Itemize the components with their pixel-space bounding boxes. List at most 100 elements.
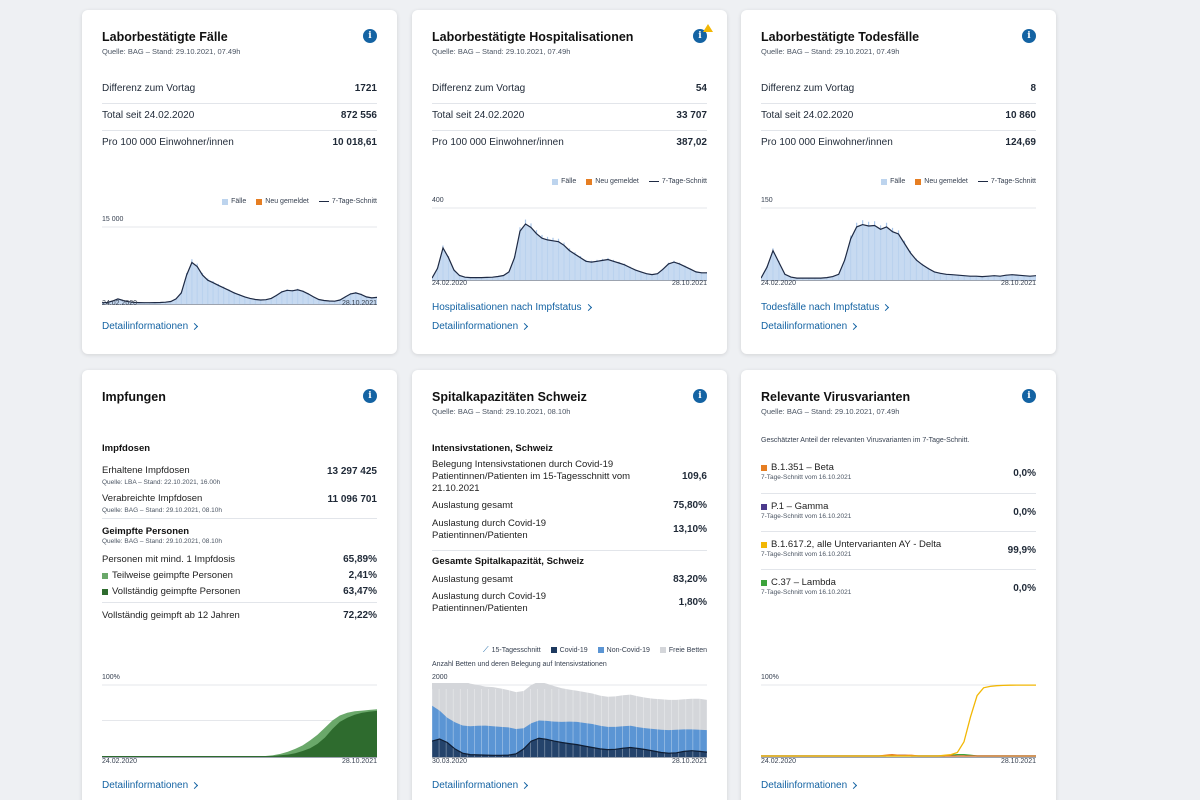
details-link[interactable]: Detailinformationen (761, 321, 858, 332)
divider (761, 569, 1036, 570)
stat-value: 2,41% (348, 570, 377, 581)
variant-sub: 7-Tage-Schnitt vom 16.10.2021 (761, 589, 852, 596)
stat-value: 63,47% (343, 586, 377, 597)
x-axis-start-label: 24.02.2020 (102, 300, 138, 307)
chart-caption: Anzahl Betten und deren Belegung auf Int… (432, 661, 607, 668)
legend-label: Non-Covid-19 (606, 646, 650, 654)
legend-swatch-icon (881, 178, 888, 185)
stat-label: Belegung Intensivstationen durch Covid-1… (432, 459, 631, 494)
variants-chart[interactable] (761, 683, 1036, 758)
chart-legend: Fälle Neu gemeldet 7-Tage-Schnitt (881, 178, 1036, 185)
stat-value: 124,69 (1005, 137, 1036, 148)
cases-chart[interactable] (102, 225, 377, 305)
section-source: Quelle: BAG – Stand: 29.10.2021, 08.10h (102, 538, 222, 545)
stat-row: Total seit 24.02.2020 33 707 (432, 110, 707, 121)
stat-row: Auslastung durch Covid-19 Patientinnen/P… (432, 518, 707, 542)
stat-row: Pro 100 000 Einwohner/innen 10 018,61 (102, 137, 377, 148)
legend-item[interactable]: Fälle (552, 178, 576, 185)
legend-swatch-icon (761, 541, 767, 548)
stat-value: 8 (1030, 83, 1036, 94)
legend-label: Neu gemeldet (924, 178, 968, 185)
info-icon[interactable]: i (693, 389, 707, 403)
details-link[interactable]: Detailinformationen (432, 780, 529, 791)
card-deaths: Laborbestätigte Todesfälle Quelle: BAG –… (741, 10, 1056, 354)
legend-item[interactable]: Covid-19 (550, 646, 588, 654)
card-source: Quelle: BAG – Stand: 29.10.2021, 08.10h (432, 407, 571, 416)
details-link[interactable]: Detailinformationen (761, 780, 858, 791)
legend-item[interactable]: Neu gemeldet (256, 198, 309, 205)
divider (432, 130, 707, 131)
x-axis-end-label: 28.10.2021 (671, 280, 707, 287)
stat-row: Auslastung gesamt 75,80% (432, 500, 707, 511)
delta-line (761, 684, 1036, 757)
vaccinations-chart[interactable] (102, 683, 377, 758)
legend-trend-icon: ⟋ (483, 645, 489, 654)
legend-item[interactable]: 7-Tage-Schnitt (648, 178, 707, 185)
stat-row: Total seit 24.02.2020 10 860 (761, 110, 1036, 121)
legend-label: 7-Tage-Schnitt (661, 178, 707, 185)
legend-item[interactable]: Fälle (222, 198, 246, 205)
card-source: Quelle: BAG – Stand: 29.10.2021, 07.49h (102, 47, 241, 56)
y-axis-max-label: 100% (102, 674, 120, 681)
deaths-chart[interactable] (761, 206, 1036, 281)
info-icon[interactable]: i (1022, 29, 1036, 43)
row-source: Quelle: BAG – Stand: 29.10.2021, 08.10h (102, 507, 222, 514)
card-variants: Relevante Virusvarianten Quelle: BAG – S… (741, 370, 1056, 800)
card-title: Laborbestätigte Hospitalisationen (432, 30, 634, 44)
seven-day-average-line (102, 261, 377, 304)
stat-value: 33 707 (676, 110, 707, 121)
stat-label: Differenz zum Vortag (761, 83, 855, 94)
row-label: Erhaltene Impfdosen (102, 465, 190, 476)
chart-legend: Fälle Neu gemeldet 7-Tage-Schnitt (552, 178, 707, 185)
legend-item[interactable]: Fälle (881, 178, 905, 185)
legend-item[interactable]: Neu gemeldet (586, 178, 639, 185)
hospitalisations-chart[interactable] (432, 206, 707, 281)
info-icon[interactable]: i (363, 29, 377, 43)
vaccination-status-link[interactable]: Todesfälle nach Impfstatus (761, 302, 890, 313)
legend-label: Fälle (231, 198, 247, 205)
variant-name: B.1.617.2, alle Untervarianten AY - Delt… (761, 539, 941, 550)
details-link[interactable]: Detailinformationen (102, 780, 199, 791)
info-icon[interactable]: i (693, 29, 707, 43)
legend-label: 7-Tage-Schnitt (990, 178, 1036, 185)
legend-label: Covid-19 (559, 646, 588, 654)
legend-item[interactable]: Non-Covid-19 (597, 646, 650, 654)
stat-value: 872 556 (340, 110, 377, 121)
legend-item[interactable]: ⟋ 15-Tagesschnitt (483, 645, 541, 655)
card-title: Spitalkapazitäten Schweiz (432, 390, 587, 404)
x-axis-end-label: 28.10.2021 (341, 758, 377, 765)
stat-row: Differenz zum Vortag 8 (761, 83, 1036, 94)
stat-value: 72,22% (343, 610, 377, 621)
doses-administered-row: Verabreichte Impfdosen Quelle: BAG – Stan… (102, 488, 377, 514)
legend-item[interactable]: 7-Tage-Schnitt (977, 178, 1036, 185)
legend-swatch-icon (597, 647, 604, 653)
y-axis-max-label: 2000 (432, 674, 448, 681)
stat-label: Auslastung durch Covid-19 Patientinnen/P… (432, 591, 547, 614)
icu-chart[interactable] (432, 683, 707, 758)
stat-row: Pro 100 000 Einwohner/innen 124,69 (761, 137, 1036, 148)
legend-item[interactable]: Freie Betten (659, 647, 707, 654)
details-link[interactable]: Detailinformationen (102, 321, 199, 332)
first-dose-area (102, 709, 377, 758)
info-icon[interactable]: i (363, 389, 377, 403)
details-link[interactable]: Detailinformationen (432, 321, 529, 332)
legend-swatch-icon (659, 647, 666, 653)
divider (761, 531, 1036, 532)
legend-item[interactable]: 7-Tage-Schnitt (318, 198, 377, 205)
card-cases: Laborbestätigte Fälle Quelle: BAG – Stan… (82, 10, 397, 354)
vaccination-status-link[interactable]: Hospitalisationen nach Impfstatus (432, 302, 592, 313)
card-title: Laborbestätigte Fälle (102, 30, 228, 44)
seven-day-average-line (432, 223, 707, 279)
stat-row: Auslastung durch Covid-19 Patientinnen/P… (432, 591, 707, 615)
link-label: Todesfälle nach Impfstatus (761, 302, 880, 313)
chevron-right-icon (882, 303, 890, 312)
legend-item[interactable]: Neu gemeldet (915, 178, 968, 185)
variant-value: 0,0% (1013, 583, 1036, 594)
variant-row: B.1.351 – Beta 7-Tage-Schnitt vom 16.10.2… (761, 462, 1036, 481)
x-axis-start-label: 24.02.2020 (761, 280, 797, 287)
info-icon[interactable]: i (1022, 389, 1036, 403)
x-axis-start-label: 24.02.2020 (761, 758, 797, 765)
row-value: 13 297 425 (326, 466, 377, 477)
card-title: Impfungen (102, 390, 166, 404)
variant-row: C.37 – Lambda 7-Tage-Schnitt vom 16.10.20… (761, 577, 1036, 596)
